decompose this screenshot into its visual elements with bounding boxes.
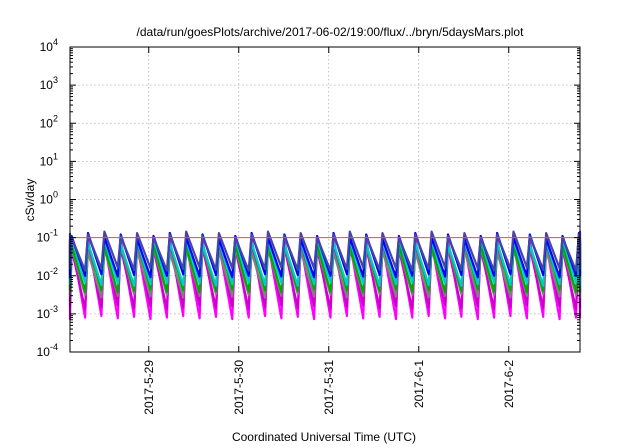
y-tick-label: 101: [40, 151, 58, 168]
y-tick-exponent: -2: [50, 266, 58, 276]
y-tick-exponent: -1: [50, 228, 58, 238]
y-tick-label: 10-1: [37, 228, 58, 245]
y-tick-exponent: 4: [53, 37, 58, 47]
chart-title: /data/run/goesPlots/archive/2017-06-02/1…: [137, 25, 525, 39]
x-tick-label: 2017-5-31: [322, 360, 336, 415]
y-tick-base: 10: [40, 78, 54, 92]
y-tick-exponent: 3: [53, 75, 58, 85]
y-tick-exponent: 0: [53, 190, 58, 200]
x-tick-label: 2017-5-29: [142, 360, 156, 415]
y-tick-base: 10: [40, 40, 54, 54]
x-tick-label: 2017-6-2: [502, 360, 516, 408]
x-tick-label: 2017-5-30: [232, 360, 246, 415]
y-tick-exponent: 2: [53, 113, 58, 123]
grid: [70, 47, 580, 352]
x-axis-label: Coordinated Universal Time (UTC): [232, 430, 416, 444]
y-tick-base: 10: [40, 116, 54, 130]
x-tick-label: 2017-6-1: [412, 360, 426, 408]
y-tick-exponent: -4: [50, 342, 58, 352]
y-tick-base: 10: [37, 345, 51, 359]
x-tick-labels: 2017-5-29 2017-5-30 2017-5-31 2017-6-1 2017-…: [142, 360, 516, 415]
y-tick-base: 10: [40, 154, 54, 168]
y-tick-exponent: -3: [50, 304, 58, 314]
ticks: [70, 46, 580, 353]
y-tick-label: 100: [40, 190, 58, 207]
y-tick-label: 102: [40, 113, 58, 130]
series-layer: [68, 230, 582, 321]
y-tick-label: 10-4: [37, 342, 58, 359]
y-tick-base: 10: [40, 193, 54, 207]
y-tick-label: 104: [40, 37, 58, 54]
y-tick-base: 10: [37, 231, 51, 245]
y-tick-label: 10-3: [37, 304, 58, 321]
y-tick-base: 10: [37, 269, 51, 283]
y-tick-base: 10: [37, 307, 51, 321]
y-tick-label: 103: [40, 75, 58, 92]
y-axis-label: cSv/day: [23, 179, 37, 222]
y-tick-label: 10-2: [37, 266, 58, 283]
y-tick-exponent: 1: [53, 151, 58, 161]
